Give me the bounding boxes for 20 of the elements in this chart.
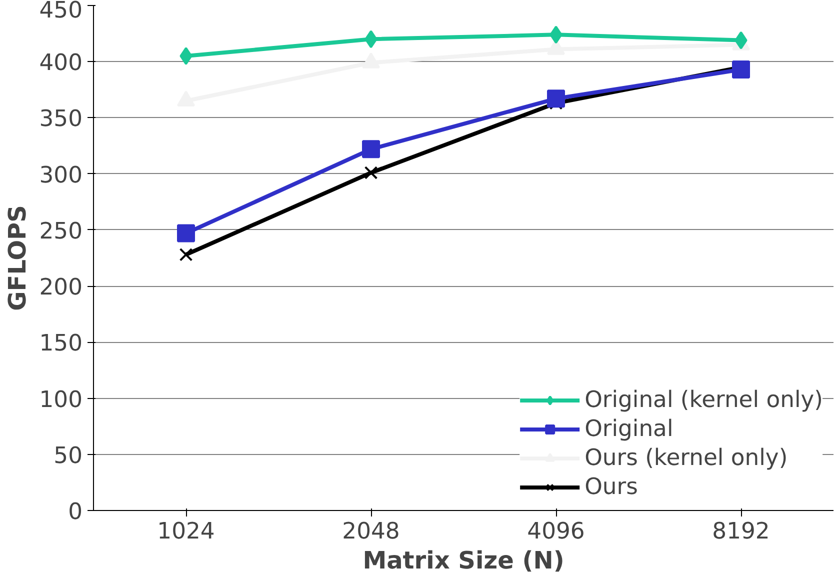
legend-label: Ours (kernel only) — [584, 445, 788, 471]
x-tick-label: 2048 — [342, 518, 400, 544]
x-tick-label: 4096 — [527, 518, 585, 544]
y-tick-label: 150 — [39, 330, 83, 357]
legend-label: Original — [584, 416, 674, 442]
y-tick-label: 250 — [39, 218, 83, 244]
y-tick-label: 50 — [54, 442, 83, 469]
y-tick-label: 0 — [68, 499, 83, 525]
x-axis-title: Matrix Size (N) — [362, 546, 564, 574]
x-tick-label: 1024 — [157, 518, 215, 544]
y-tick-label: 300 — [39, 162, 83, 188]
legend-label: Original (kernel only) — [584, 387, 823, 413]
x-tick-label: 8192 — [712, 518, 770, 544]
y-tick-label: 350 — [39, 106, 83, 132]
legend-label: Ours — [584, 474, 638, 500]
y-tick-label: 400 — [39, 50, 83, 76]
y-tick-label: 100 — [39, 386, 83, 413]
y-tick-label: 200 — [39, 274, 83, 301]
y-tick-label: 450 — [39, 0, 83, 24]
y-axis-title: GFLOPS — [3, 205, 32, 311]
